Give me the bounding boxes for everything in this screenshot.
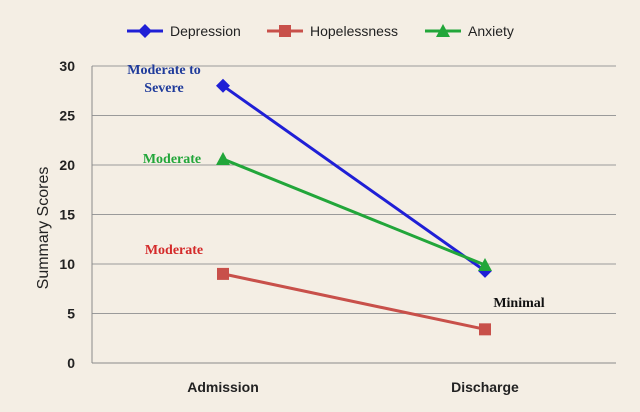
series-line-depression	[222, 84, 486, 273]
annotation-1-line-0: Moderate	[143, 152, 201, 167]
annotation-2-line-0: Moderate	[145, 243, 203, 258]
y-tick-label-25: 25	[59, 108, 75, 124]
x-tick-label-admission: Admission	[187, 379, 259, 395]
annotation-3-line-0: Minimal	[493, 296, 544, 311]
annotation-0: Moderate to Severe	[127, 63, 200, 96]
y-tick-label-20: 20	[59, 157, 75, 173]
markers	[216, 78, 492, 336]
annotation-0-line-0: Moderate to	[127, 63, 200, 78]
legend-label-depression: Depression	[170, 23, 241, 39]
marker-depression-admission	[216, 78, 230, 93]
grid	[92, 65, 616, 314]
y-tick-label-30: 30	[59, 58, 75, 74]
axes: 0 5 10 15 20 25 30 Admission Discharge	[59, 58, 616, 395]
x-tick-label-discharge: Discharge	[451, 379, 519, 395]
annotations: Moderate to Severe Moderate Moderate Minimal	[127, 63, 545, 311]
legend-label-anxiety: Anxiety	[468, 23, 514, 39]
marker-anxiety-admission	[216, 152, 230, 166]
legend-label-hopelessness: Hopelessness	[310, 23, 398, 39]
marker-hopelessness-admission	[217, 267, 229, 280]
legend-marker-anxiety	[436, 24, 450, 37]
legend-marker-depression	[138, 24, 152, 38]
annotation-3: Minimal	[493, 296, 544, 311]
y-axis-label: Summary Scores	[35, 167, 52, 290]
marker-hopelessness-discharge	[479, 323, 491, 336]
y-tick-label-0: 0	[67, 355, 75, 371]
annotation-2: Moderate	[145, 243, 203, 258]
series-line-anxiety	[222, 157, 486, 267]
series-line-hopelessness	[222, 272, 486, 331]
legend-marker-hopelessness	[279, 25, 291, 37]
y-tick-label-15: 15	[59, 207, 75, 223]
annotation-1: Moderate	[143, 152, 201, 167]
y-tick-label-10: 10	[59, 256, 75, 272]
series-lines	[222, 84, 486, 331]
legend: Depression Hopelessness Anxiety	[127, 23, 514, 39]
annotation-0-line-1: Severe	[144, 81, 183, 96]
marker-anxiety-discharge	[478, 257, 492, 271]
y-tick-label-5: 5	[67, 306, 75, 322]
